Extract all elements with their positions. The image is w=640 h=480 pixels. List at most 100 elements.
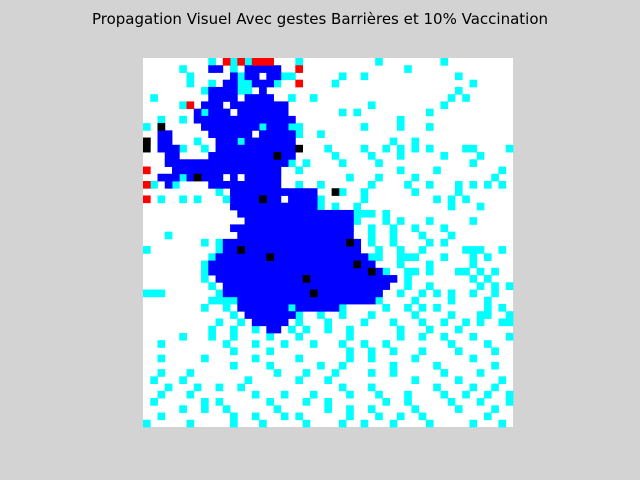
cell-infected bbox=[309, 238, 318, 247]
cell-vaccinated bbox=[396, 166, 405, 175]
cell-infected bbox=[266, 72, 274, 81]
cell-infected bbox=[251, 79, 260, 88]
cell-infected bbox=[266, 130, 274, 138]
cell-infected bbox=[230, 224, 238, 233]
cell-dead bbox=[302, 275, 311, 283]
cell-infected bbox=[273, 130, 282, 138]
cell-vaccinated bbox=[288, 72, 296, 81]
cell-vaccinated bbox=[215, 238, 224, 247]
cell-infected bbox=[259, 181, 267, 189]
cell-vaccinated bbox=[382, 398, 391, 406]
cell-vaccinated bbox=[338, 340, 347, 348]
cell-infected bbox=[244, 115, 253, 124]
cell-vaccinated bbox=[404, 275, 412, 283]
cell-infected bbox=[295, 253, 303, 261]
cell-vaccinated bbox=[295, 354, 303, 363]
cell-infected bbox=[244, 144, 253, 153]
cell-vaccinated bbox=[150, 376, 158, 384]
cell-infected bbox=[172, 144, 180, 153]
cell-infected bbox=[251, 65, 260, 73]
cell-infected bbox=[222, 123, 231, 131]
cell-infected bbox=[266, 304, 274, 312]
cell-infected bbox=[237, 130, 245, 138]
cell-vaccinated bbox=[222, 304, 231, 312]
cell-vaccinated bbox=[331, 202, 340, 211]
cell-vaccinated bbox=[295, 332, 303, 341]
cell-infected bbox=[230, 289, 238, 298]
cell-vaccinated bbox=[491, 383, 499, 392]
cell-vaccinated bbox=[324, 398, 333, 406]
cell-infected bbox=[266, 101, 274, 110]
cell-vaccinated bbox=[375, 159, 383, 167]
cell-infected bbox=[288, 238, 296, 247]
cell-vaccinated bbox=[483, 275, 492, 283]
cell-infected bbox=[280, 260, 289, 269]
cell-infected bbox=[244, 159, 253, 167]
cell-infected bbox=[208, 159, 216, 167]
cell-infected bbox=[230, 188, 238, 196]
cell-infected bbox=[273, 231, 282, 240]
cell-vaccinated bbox=[215, 398, 224, 406]
cell-infected bbox=[338, 282, 347, 290]
cell-infected bbox=[317, 238, 325, 247]
cell-vaccinated bbox=[222, 195, 231, 204]
cell-vaccinated bbox=[505, 282, 514, 290]
cell-vaccinated bbox=[382, 217, 391, 225]
cell-infected bbox=[164, 130, 173, 138]
cell-infected bbox=[266, 238, 274, 247]
cell-infected bbox=[273, 318, 282, 327]
cell-infected bbox=[324, 217, 333, 225]
cell-infected bbox=[280, 304, 289, 312]
cell-vaccinated bbox=[433, 361, 441, 370]
cell-infected bbox=[164, 144, 173, 153]
cell-vaccinated bbox=[382, 340, 391, 348]
cell-infected bbox=[244, 311, 253, 319]
cell-infected bbox=[273, 195, 282, 204]
cell-infected bbox=[273, 123, 282, 131]
cell-infected bbox=[273, 72, 282, 81]
cell-infected bbox=[273, 202, 282, 211]
cell-infected bbox=[208, 123, 216, 131]
cell-vaccinated bbox=[483, 412, 492, 421]
cell-infected bbox=[259, 130, 267, 138]
cell-infected bbox=[237, 260, 245, 269]
cell-infected bbox=[244, 181, 253, 189]
cell-vaccinated bbox=[404, 304, 412, 312]
cell-vaccinated bbox=[454, 72, 463, 81]
cell-dead bbox=[367, 267, 376, 276]
cell-infected bbox=[302, 202, 311, 211]
cell-infected bbox=[280, 267, 289, 276]
cell-infected bbox=[280, 108, 289, 117]
cell-infected bbox=[251, 209, 260, 218]
cell-vaccinated bbox=[375, 412, 383, 421]
cell-infected bbox=[346, 275, 354, 283]
cell-vaccinated bbox=[462, 246, 470, 254]
cell-infected bbox=[244, 166, 253, 175]
cell-infected bbox=[295, 188, 303, 196]
cell-infected bbox=[273, 137, 282, 146]
cell-dead bbox=[346, 238, 354, 247]
cell-vaccinated bbox=[302, 398, 311, 406]
cell-infected bbox=[215, 94, 224, 102]
cell-infected bbox=[360, 275, 369, 283]
cell-infected bbox=[230, 86, 238, 95]
cell-vaccinated bbox=[143, 123, 151, 131]
cell-infected bbox=[266, 282, 274, 290]
cell-vaccinated bbox=[259, 123, 267, 131]
cell-infected bbox=[259, 101, 267, 110]
cell-infected bbox=[266, 275, 274, 283]
cell-infected bbox=[338, 267, 347, 276]
cell-vaccinated bbox=[425, 325, 434, 334]
cell-vaccinated bbox=[404, 65, 412, 73]
cell-infected bbox=[186, 159, 195, 167]
cell-infected bbox=[324, 224, 333, 233]
cell-vaccinated bbox=[338, 188, 347, 196]
cell-infected bbox=[360, 289, 369, 298]
cell-infected bbox=[273, 267, 282, 276]
cell-vaccinated bbox=[389, 361, 398, 370]
cell-vaccinated bbox=[425, 419, 434, 428]
cell-infected bbox=[251, 231, 260, 240]
cell-infected bbox=[222, 144, 231, 153]
cell-vaccinated bbox=[404, 398, 412, 406]
cell-infected bbox=[280, 318, 289, 327]
